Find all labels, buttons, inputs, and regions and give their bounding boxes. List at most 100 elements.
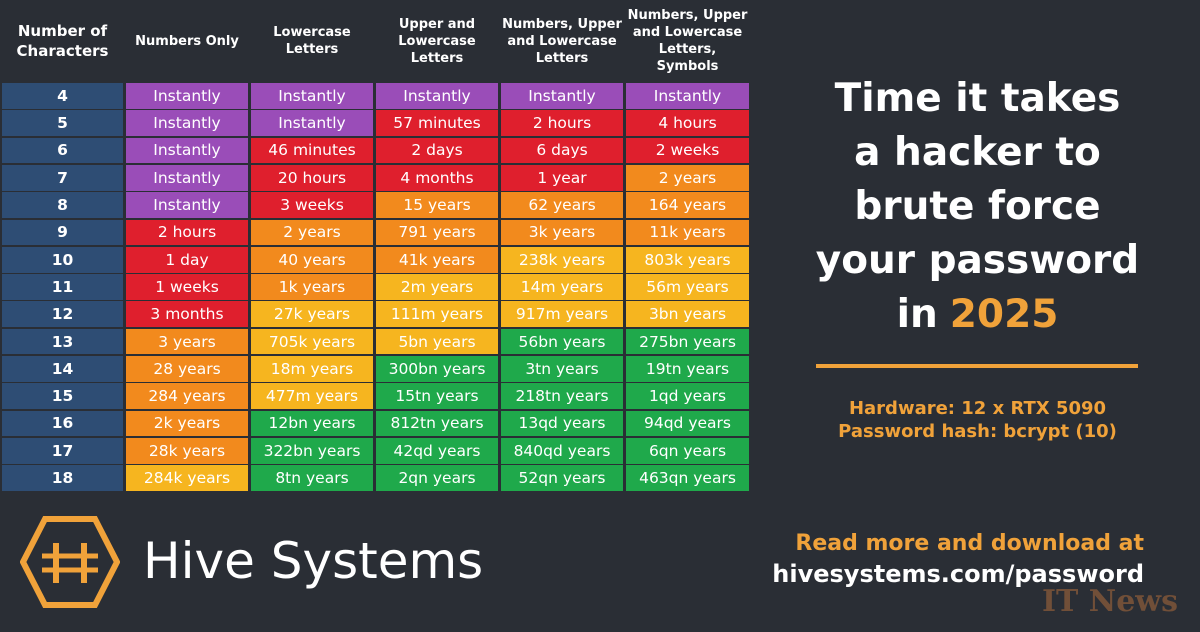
spec-line: Password hash: bcrypt (10) — [838, 421, 1117, 442]
row-number: 17 — [2, 437, 123, 464]
time-cell: 477m years — [251, 383, 373, 410]
brand: Hive Systems — [143, 532, 484, 590]
time-cell: 4 hours — [626, 110, 749, 137]
time-cell: 3 weeks — [251, 192, 373, 218]
time-cell: 15tn years — [376, 383, 498, 410]
time-cell: 2 hours — [501, 110, 623, 137]
time-cell: Instantly — [251, 110, 373, 137]
time-cell: 1 weeks — [126, 274, 248, 300]
time-cell: 284 years — [126, 383, 248, 410]
time-cell: 218tn years — [501, 383, 623, 410]
time-cell: 27k years — [251, 301, 373, 328]
time-cell: 3bn years — [626, 301, 749, 328]
time-cell: 3tn years — [501, 356, 623, 382]
time-cell: 57 minutes — [376, 110, 498, 137]
title-line: brute force — [854, 184, 1101, 229]
title-prefix: in — [896, 292, 938, 337]
time-cell: 275bn years — [626, 328, 749, 355]
time-cell: 18m years — [251, 356, 373, 382]
column-header: Upper and Lowercase Letters — [398, 16, 476, 66]
time-cell: 2 days — [376, 137, 498, 164]
time-cell: 3 months — [126, 301, 248, 328]
time-cell: 812tn years — [376, 410, 498, 437]
time-cell: 28 years — [126, 356, 248, 382]
row-number: 14 — [2, 356, 123, 382]
time-cell: 40 years — [251, 246, 373, 273]
time-cell: 300bn years — [376, 356, 498, 382]
row-number: 8 — [2, 192, 123, 218]
time-cell: 2 hours — [126, 219, 248, 246]
time-cell: 14m years — [501, 274, 623, 300]
time-cell: 12bn years — [251, 410, 373, 437]
row-number: 15 — [2, 383, 123, 410]
time-cell: 62 years — [501, 192, 623, 218]
time-cell: 2 weeks — [626, 137, 749, 164]
row-number: 12 — [2, 301, 123, 328]
time-cell: 56m years — [626, 274, 749, 300]
time-cell: Instantly — [501, 83, 623, 109]
time-cell: Instantly — [126, 137, 248, 164]
time-cell: 705k years — [251, 328, 373, 355]
row-number: 16 — [2, 410, 123, 437]
time-cell: 322bn years — [251, 437, 373, 464]
title-year: 2025 — [949, 292, 1059, 337]
row-number: 4 — [2, 83, 123, 109]
time-cell: 3 years — [126, 328, 248, 355]
row-number: 18 — [2, 465, 123, 491]
time-cell: 238k years — [501, 246, 623, 273]
column-header: Lowercase Letters — [273, 25, 351, 57]
time-cell: 56bn years — [501, 328, 623, 355]
time-cell: Instantly — [251, 83, 373, 109]
time-cell: 20 hours — [251, 164, 373, 191]
time-cell: 15 years — [376, 192, 498, 218]
time-cell: Instantly — [626, 83, 749, 109]
time-cell: 791 years — [376, 219, 498, 246]
spec-line: Hardware: 12 x RTX 5090 — [848, 398, 1107, 419]
time-cell: 6qn years — [626, 437, 749, 464]
time-cell: 13qd years — [501, 410, 623, 437]
watermark: IT News — [1041, 584, 1178, 619]
time-cell: 2k years — [126, 410, 248, 437]
time-cell: 1 year — [501, 164, 623, 191]
logo — [20, 516, 120, 608]
divider — [816, 364, 1138, 368]
row-number: 6 — [2, 137, 123, 164]
time-cell: 8tn years — [251, 465, 373, 491]
time-cell: 2qn years — [376, 465, 498, 491]
time-cell: 917m years — [501, 301, 623, 328]
time-cell: 2m years — [376, 274, 498, 300]
time-cell: 840qd years — [501, 437, 623, 464]
time-cell: 6 days — [501, 137, 623, 164]
time-cell: 5bn years — [376, 328, 498, 355]
row-number: 13 — [2, 328, 123, 355]
time-cell: Instantly — [126, 164, 248, 191]
time-cell: Instantly — [376, 83, 498, 109]
row-number: 9 — [2, 219, 123, 246]
time-cell: 94qd years — [626, 410, 749, 437]
time-cell: 2 years — [626, 164, 749, 191]
time-cell: Instantly — [126, 192, 248, 218]
time-cell: 41k years — [376, 246, 498, 273]
cta: Read more and download at — [795, 531, 1144, 556]
time-cell: 42qd years — [376, 437, 498, 464]
time-cell: 11k years — [626, 219, 749, 246]
time-cell: 4 months — [376, 164, 498, 191]
title-line: a hacker to — [854, 130, 1101, 175]
time-cell: 1 day — [126, 246, 248, 273]
row-number: 5 — [2, 110, 123, 137]
time-cell: 2 years — [251, 219, 373, 246]
title-line: your password — [815, 238, 1140, 283]
column-header: Numbers, Upper and Lowercase Letters, Sy… — [627, 8, 748, 74]
column-header: Number of Characters — [16, 22, 109, 60]
time-cell: 1k years — [251, 274, 373, 300]
time-cell: 164 years — [626, 192, 749, 218]
time-cell: Instantly — [126, 110, 248, 137]
time-cell: 463qn years — [626, 465, 749, 491]
title-line: Time it takes — [834, 76, 1121, 121]
time-cell: 19tn years — [626, 356, 749, 382]
time-cell: 52qn years — [501, 465, 623, 491]
time-cell: 803k years — [626, 246, 749, 273]
title-line: in 2025 — [800, 292, 1155, 337]
column-header: Numbers, Upper and Lowercase Letters — [502, 16, 622, 66]
